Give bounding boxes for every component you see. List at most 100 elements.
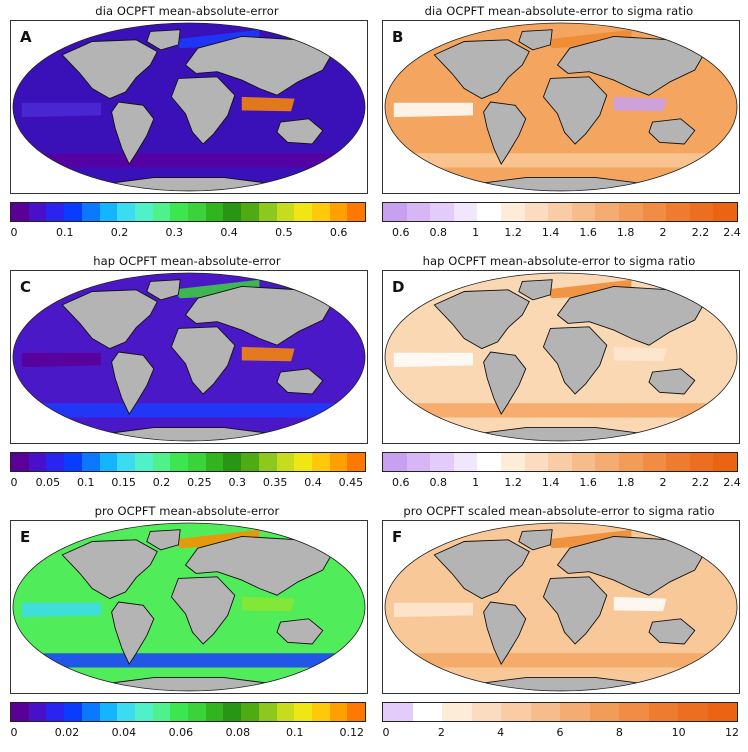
- land-africa: [170, 326, 236, 395]
- colorbar-tick-label: 2: [437, 726, 445, 739]
- colorbar-tick-label: 0.08: [225, 726, 251, 739]
- colorbar-tick-label: 2: [659, 476, 667, 489]
- colorbar-tick-label: 0.15: [111, 476, 136, 489]
- colorbar-swatch: [223, 453, 242, 471]
- land-north-america: [433, 39, 530, 100]
- land-australia: [276, 368, 324, 395]
- colorbar-swatch: [258, 703, 277, 721]
- colorbar-tick-label: 6: [556, 726, 564, 739]
- colorbar-swatch: [524, 453, 549, 471]
- colorbar-swatch: [648, 703, 678, 721]
- colorbar-tick-label: 1: [472, 226, 480, 239]
- error-patch: [241, 346, 295, 362]
- colorbar-tick-label: 0: [10, 226, 18, 239]
- colorbar-tick-label: 0.06: [168, 726, 194, 739]
- world-map: [12, 22, 366, 192]
- colorbar-tick-label: 0.1: [76, 476, 95, 489]
- map-outline: [384, 272, 738, 442]
- colorbar-swatch: [46, 703, 65, 721]
- colorbar-swatch: [666, 453, 690, 471]
- colorbar-tick-label: 0.02: [54, 726, 80, 739]
- colorbar-tick-label: 0.8: [429, 226, 447, 239]
- colorbar-swatch: [500, 203, 525, 221]
- land-south-america: [111, 101, 155, 166]
- colorbar-swatch: [205, 703, 224, 721]
- world-map: [12, 522, 366, 692]
- colorbar-tick-label: 1.4: [541, 226, 560, 239]
- panel-a: dia OCPFT mean-absolute-error A 0 0.1 0.2 0.3…: [4, 2, 370, 250]
- colorbar-swatch: [311, 453, 330, 471]
- colorbar-tick-label: 0.5: [275, 226, 293, 239]
- land-south-america: [483, 351, 527, 416]
- colorbar-tick-label: 2.4: [723, 226, 741, 239]
- colorbar-tick-label: 0.05: [35, 476, 61, 489]
- map-frame: [382, 20, 740, 194]
- colorbar-tick-label: 2.4: [723, 476, 741, 489]
- colorbar-swatch: [223, 703, 242, 721]
- panel-title: pro OCPFT scaled mean-absolute-error to …: [403, 504, 715, 518]
- colorbar-swatch: [294, 703, 312, 721]
- land-eurasia: [556, 35, 706, 96]
- colorbar-swatch: [678, 703, 708, 721]
- colorbar-tick-label: 4: [497, 726, 505, 739]
- colorbar-swatch: [383, 703, 413, 721]
- land-south-america: [111, 601, 155, 666]
- colorbar-swatch: [117, 203, 135, 221]
- colorbar: [382, 202, 738, 222]
- colorbar-tick-label: 1.2: [504, 476, 522, 489]
- colorbar-swatch: [28, 703, 47, 721]
- colorbar-swatch: [223, 203, 242, 221]
- colorbar-swatch: [471, 703, 501, 721]
- colorbar-swatch: [477, 453, 501, 471]
- colorbar-swatch: [81, 203, 100, 221]
- error-patch: [402, 403, 720, 418]
- colorbar-tick-label: 0.4: [304, 476, 322, 489]
- colorbar-swatch: [500, 453, 525, 471]
- error-patch: [393, 102, 473, 118]
- colorbar-swatch: [329, 203, 348, 221]
- colorbar-ticks: 0.6 0.8 1 1.2 1.4 1.6 1.8 2 2.2 2.4: [382, 476, 741, 490]
- map-outline: [12, 522, 366, 692]
- world-map: [384, 272, 738, 442]
- panel-letter: A: [20, 28, 32, 46]
- colorbar-swatch: [11, 703, 29, 721]
- colorbar-swatch: [64, 453, 82, 471]
- map-frame: [10, 520, 368, 694]
- colorbar-swatch: [713, 203, 737, 221]
- colorbar-tick-label: 0: [382, 726, 390, 739]
- land-africa: [542, 76, 608, 145]
- map-frame: [382, 270, 740, 444]
- land-australia: [648, 368, 696, 395]
- error-patch: [30, 403, 348, 418]
- map-outline: [12, 272, 366, 442]
- land-north-america: [433, 289, 530, 350]
- error-patch: [241, 96, 295, 112]
- panel-e: pro OCPFT mean-absolute-error E 0 0.02 0.04 0…: [4, 502, 370, 750]
- colorbar-swatch: [530, 703, 560, 721]
- colorbar-swatch: [453, 453, 478, 471]
- colorbar-swatch: [619, 703, 649, 721]
- land-greenland: [146, 29, 181, 51]
- colorbar-tick-label: 0.4: [220, 226, 238, 239]
- colorbar-swatch: [117, 453, 135, 471]
- colorbar-tick-label: 0.2: [110, 226, 129, 239]
- colorbar-ticks: 0.6 0.8 1 1.2 1.4 1.6 1.8 2 2.2 2.4: [382, 226, 741, 240]
- colorbar-swatch: [560, 703, 590, 721]
- land-africa: [542, 326, 608, 395]
- colorbar-swatch: [383, 453, 407, 471]
- error-patch: [393, 352, 473, 368]
- colorbar-swatch: [258, 453, 277, 471]
- land-eurasia: [184, 285, 334, 346]
- world-map: [384, 22, 738, 192]
- colorbar-swatch: [548, 453, 572, 471]
- colorbar-tick-label: 0.6: [329, 226, 348, 239]
- colorbar-swatch: [152, 203, 171, 221]
- map-frame: [382, 520, 740, 694]
- colorbar-swatch: [188, 203, 206, 221]
- colorbar-ticks: 0 0.1 0.2 0.3 0.4 0.5 0.6: [10, 226, 366, 240]
- panel-title: dia OCPFT mean-absolute-error: [95, 4, 279, 18]
- land-north-america: [433, 539, 530, 600]
- error-patch: [613, 96, 667, 112]
- land-south-america: [111, 351, 155, 416]
- colorbar-ticks: 0 0.05 0.1 0.15 0.2 0.25 0.3 0.35 0.4 0.45: [10, 476, 366, 490]
